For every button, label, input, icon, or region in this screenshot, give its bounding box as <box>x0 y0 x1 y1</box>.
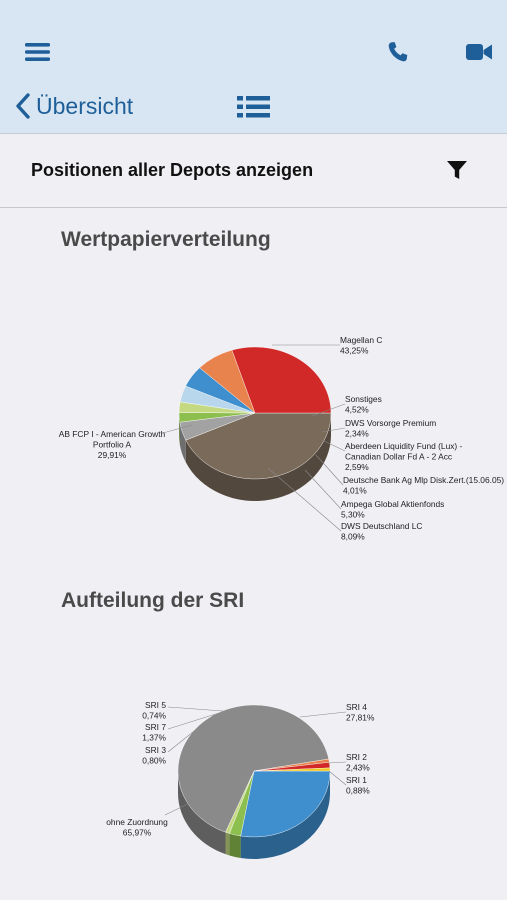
data-label-1-1: SRI 2 2,43% <box>346 752 370 773</box>
data-label-0-7: AB FCP I - American Growth Portfolio A 29,… <box>59 429 166 460</box>
chevron-left-icon <box>16 93 30 119</box>
data-label-0-6: DWS Deutschland LC 8,09% <box>341 521 422 542</box>
leader-line <box>162 424 193 434</box>
leader-line <box>311 403 346 417</box>
pie-wall-0 <box>185 413 331 502</box>
leader-line <box>164 799 197 816</box>
leader-line <box>328 770 347 786</box>
pie-slice-1-3[interactable] <box>177 704 329 833</box>
back-button[interactable]: Übersicht <box>14 90 133 122</box>
data-label-1-2: SRI 1 0,88% <box>346 775 370 796</box>
filter-title: Positionen aller Depots anzeigen <box>31 160 314 180</box>
leader-line <box>167 706 224 712</box>
leader-line <box>321 439 346 452</box>
leader-line <box>321 427 346 433</box>
data-label-0-2: DWS Vorsorge Premium 2,34% <box>345 418 436 439</box>
pie-wall-1 <box>225 832 230 856</box>
pie-slice-1-0[interactable] <box>240 770 331 838</box>
data-label-1-5: SRI 7 1,37% <box>142 722 166 743</box>
data-label-1-4: SRI 3 0,80% <box>142 745 166 766</box>
chart-title-wertpapierverteilung: Wertpapierverteilung <box>61 228 271 251</box>
pie-wall-0 <box>179 422 186 463</box>
data-label-1-3: ohne Zuordnung 65,97% <box>106 817 168 838</box>
leader-line <box>267 467 342 532</box>
pie-slice-0-0[interactable] <box>185 412 332 480</box>
pie-chart-wertpapierverteilung: Magellan C 43,25% Sonstiges 4,52% DWS Vorsor… <box>59 335 504 542</box>
app-header <box>0 0 507 134</box>
chart-title-sri: Aufteilung der SRI <box>61 589 245 612</box>
video-camera-icon[interactable] <box>465 41 493 63</box>
data-label-0-0: Magellan C 43,25% <box>340 335 382 356</box>
leader-line <box>304 469 342 510</box>
data-label-1-6: SRI 5 0,74% <box>142 700 166 721</box>
pie-chart-sri: SRI 4 27,81% SRI 2 2,43%SRI 1 0,88% ohne Zuor… <box>106 700 375 859</box>
data-label-1-0: SRI 4 27,81% <box>346 702 375 723</box>
leader-line <box>167 712 220 730</box>
data-label-0-1: Sonstiges 4,52% <box>345 394 382 415</box>
back-label: Übersicht <box>36 92 134 119</box>
phone-icon[interactable] <box>386 40 410 64</box>
pie-slice-0-7[interactable] <box>231 346 332 414</box>
pie-slice-1-6[interactable] <box>253 767 331 772</box>
pie-wall-1 <box>229 833 241 858</box>
leader-line <box>299 711 347 718</box>
data-label-0-4: Deutsche Bank Ag Mlp Disk.Zert.(15.06.05… <box>343 475 504 496</box>
leader-line <box>167 714 215 753</box>
leader-line <box>327 761 347 764</box>
data-label-0-3: Aberdeen Liquidity Fund (Lux) -Canadian … <box>345 441 463 472</box>
pie-wall-1 <box>178 771 226 855</box>
leader-line <box>315 454 344 486</box>
filter-icon[interactable] <box>445 159 469 181</box>
filter-bar[interactable] <box>0 134 507 208</box>
data-label-0-5: Ampega Global Aktienfonds 5,30% <box>341 499 444 520</box>
menu-icon[interactable] <box>24 40 52 64</box>
list-icon[interactable] <box>236 94 272 120</box>
pie-wall-1 <box>240 771 330 859</box>
